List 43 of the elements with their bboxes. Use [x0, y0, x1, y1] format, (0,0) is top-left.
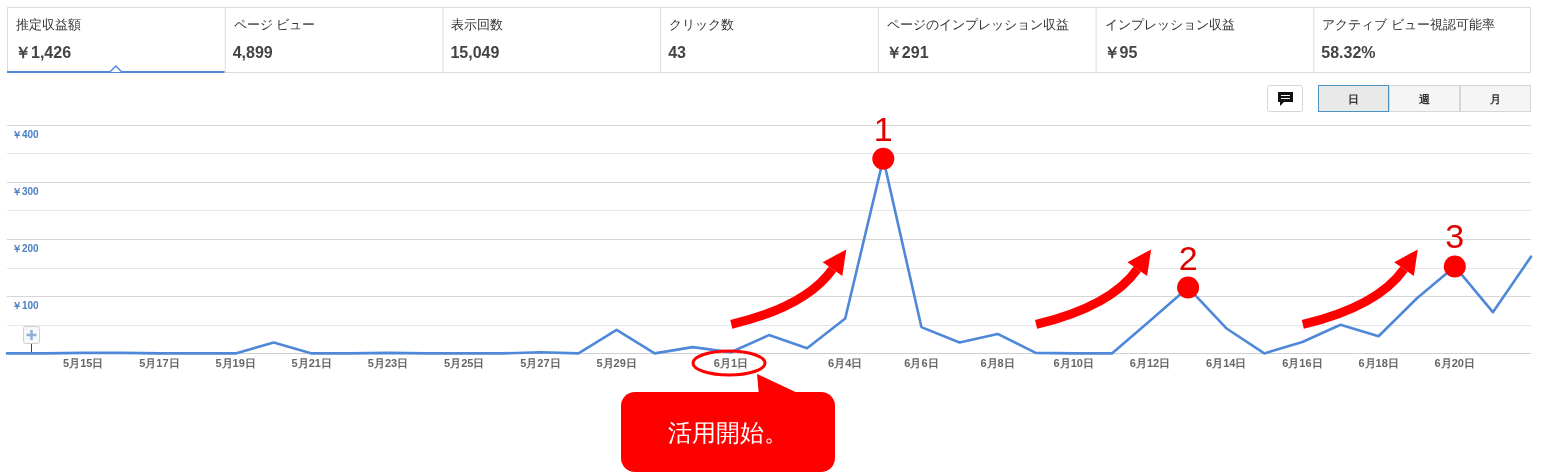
card-title: 推定収益額: [16, 17, 81, 32]
x-tick-label: 5月17日: [139, 357, 180, 369]
card-title: ページのインプレッション収益: [886, 17, 1069, 32]
x-tick-label: 6月1日: [713, 357, 749, 369]
y-tick-label: ￥300: [12, 185, 39, 197]
x-tick-label: 6月8日: [980, 357, 1015, 369]
card-title: インプレッション収益: [1104, 17, 1235, 32]
card-value: ￥95: [1103, 44, 1138, 61]
x-tick-label: 6月20日: [1434, 357, 1475, 369]
callout-text: 活用開始。: [668, 419, 788, 446]
card-title: ページ ビュー: [233, 17, 316, 32]
annotation-label: 3: [1445, 217, 1465, 256]
card-title: アクティブ ビュー視認可能率: [1322, 17, 1495, 32]
x-tick-label: 6月6日: [904, 357, 939, 369]
annotation-label: 2: [1178, 238, 1198, 277]
x-tick-label: 5月23日: [367, 357, 409, 369]
card-title: 表示回数: [451, 17, 504, 32]
x-tick-label: 5月15日: [63, 357, 104, 369]
card-title: クリック数: [669, 17, 735, 32]
category-label: 日: [1348, 93, 1359, 105]
category-label: 週: [1418, 93, 1431, 105]
x-tick-label: 6月4日: [828, 357, 863, 369]
x-tick-label: 5月29日: [596, 357, 637, 369]
x-tick-label: 5月19日: [215, 357, 256, 369]
card-value: 58.32%: [1321, 44, 1376, 61]
card-value: 43: [668, 44, 686, 61]
y-tick-label: ￥100: [12, 300, 39, 312]
card-value: ￥1,426: [15, 44, 72, 61]
x-tick-label: 6月12日: [1129, 357, 1171, 369]
category-label: 月: [1489, 93, 1501, 105]
x-tick-label: 5月27日: [520, 357, 561, 369]
x-tick-label: 6月18日: [1358, 357, 1399, 369]
x-tick-label: 6月10日: [1053, 357, 1094, 369]
y-tick-label: ￥200: [12, 242, 39, 254]
x-tick-label: 5月25日: [444, 357, 485, 369]
x-tick-label: 6月14日: [1206, 357, 1247, 369]
annotation-label: 1: [873, 109, 893, 148]
card-value: 15,049: [450, 44, 500, 61]
x-tick-label: 5月21日: [291, 357, 332, 369]
x-tick-label: 6月16日: [1282, 357, 1323, 369]
card-value: 4,899: [232, 44, 273, 61]
card-value: ￥291: [885, 44, 929, 61]
y-tick-label: ￥400: [12, 128, 39, 140]
